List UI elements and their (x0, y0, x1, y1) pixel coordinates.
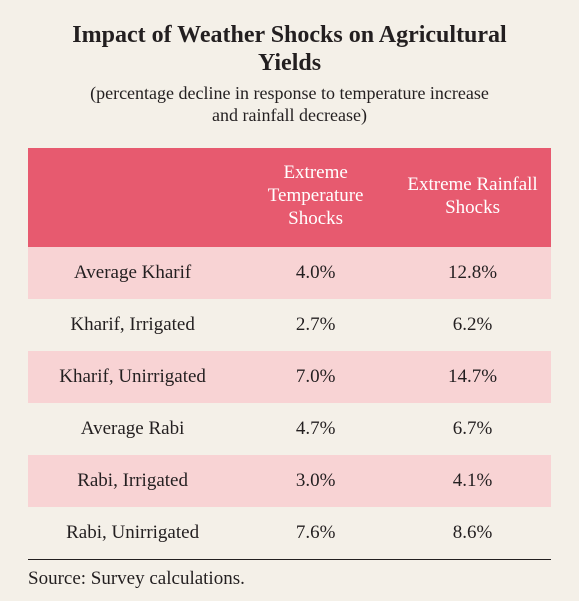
row-label: Average Kharif (28, 247, 237, 299)
data-table: Extreme Temperature Shocks Extreme Rainf… (28, 148, 551, 559)
col-header-rain: Extreme Rainfall Shocks (394, 148, 551, 246)
source-note: Source: Survey calculations. (28, 568, 551, 590)
table-row: Average Rabi 4.7% 6.7% (28, 403, 551, 455)
cell-temp: 2.7% (237, 299, 394, 351)
cell-rain: 14.7% (394, 351, 551, 403)
cell-temp: 7.0% (237, 351, 394, 403)
table-row: Kharif, Irrigated 2.7% 6.2% (28, 299, 551, 351)
row-label: Rabi, Irrigated (28, 455, 237, 507)
row-label: Kharif, Irrigated (28, 299, 237, 351)
cell-rain: 6.7% (394, 403, 551, 455)
cell-temp: 7.6% (237, 507, 394, 560)
chart-title: Impact of Weather Shocks on Agricultural… (68, 22, 511, 77)
page-container: Impact of Weather Shocks on Agricultural… (0, 0, 579, 601)
row-label: Kharif, Unirrigated (28, 351, 237, 403)
table-row: Rabi, Unirrigated 7.6% 8.6% (28, 507, 551, 560)
cell-rain: 12.8% (394, 247, 551, 299)
cell-temp: 4.0% (237, 247, 394, 299)
cell-rain: 8.6% (394, 507, 551, 560)
table-row: Kharif, Unirrigated 7.0% 14.7% (28, 351, 551, 403)
table-header-row: Extreme Temperature Shocks Extreme Rainf… (28, 148, 551, 246)
row-label: Rabi, Unirrigated (28, 507, 237, 560)
row-label: Average Rabi (28, 403, 237, 455)
chart-subtitle: (percentage decline in response to tempe… (78, 83, 501, 126)
col-header-blank (28, 148, 237, 246)
table-row: Average Kharif 4.0% 12.8% (28, 247, 551, 299)
cell-rain: 4.1% (394, 455, 551, 507)
col-header-temp: Extreme Temperature Shocks (237, 148, 394, 246)
table-row: Rabi, Irrigated 3.0% 4.1% (28, 455, 551, 507)
cell-temp: 4.7% (237, 403, 394, 455)
cell-temp: 3.0% (237, 455, 394, 507)
cell-rain: 6.2% (394, 299, 551, 351)
